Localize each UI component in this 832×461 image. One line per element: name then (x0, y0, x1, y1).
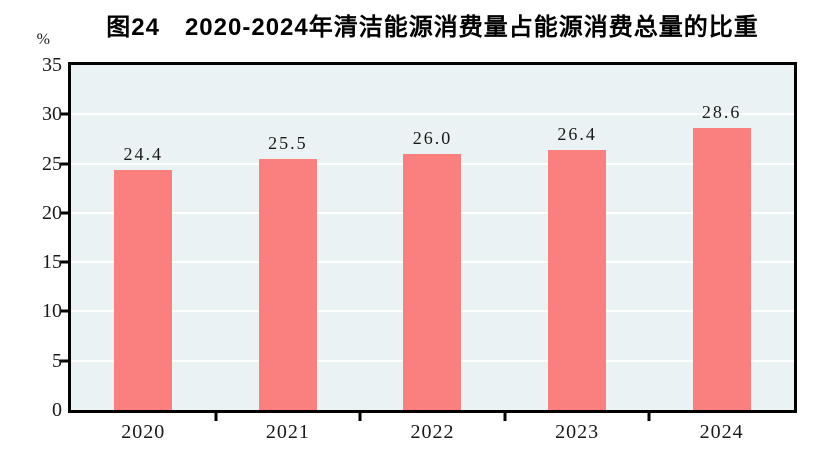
y-axis: 0 5 10 15 20 25 30 35 (0, 55, 68, 420)
bar-slot-2024: 28.6 (649, 65, 794, 410)
y-axis-tick-10 (60, 309, 68, 313)
x-axis-label-2023: 2023 (555, 421, 600, 443)
y-axis-tick-20 (60, 211, 68, 215)
bar-slot-2023: 26.4 (505, 65, 650, 410)
bar-2024 (692, 128, 751, 410)
y-axis-tick-label-10: 10 (42, 300, 62, 323)
chart-title: 图24 2020-2024年清洁能源消费量占能源消费总量的比重 (106, 14, 759, 41)
x-axis-tick-1 (214, 413, 218, 421)
bar-value-label-2020: 24.4 (123, 143, 164, 164)
x-axis-label-2022: 2022 (410, 421, 455, 443)
y-axis-tick-label-5: 5 (52, 349, 62, 372)
gridline-30 (71, 113, 794, 116)
y-axis-tick-label-20: 20 (42, 201, 62, 224)
y-axis-tick-label-30: 30 (42, 103, 62, 126)
bar-2020 (114, 169, 173, 410)
x-axis-label-2020: 2020 (121, 421, 166, 443)
x-axis-tick-3 (503, 413, 507, 421)
y-axis-tick-5 (60, 359, 68, 363)
y-axis-tick-label-35: 35 (42, 54, 62, 76)
bar-2022 (403, 153, 462, 410)
bar-slot-2022: 26.0 (360, 65, 505, 410)
y-axis-unit-label: % (36, 31, 50, 48)
bar-slot-2020: 24.4 (71, 65, 216, 410)
y-axis-tick-30 (60, 112, 68, 116)
x-axis-tick-2 (358, 413, 362, 421)
x-axis-label-2021: 2021 (265, 421, 310, 443)
y-axis-tick-label-25: 25 (42, 152, 62, 175)
y-axis-tick-label-15: 15 (42, 251, 62, 274)
x-axis (71, 413, 794, 422)
y-axis-tick-label-0: 0 (52, 399, 62, 421)
bar-value-label-2022: 26.0 (412, 127, 453, 148)
plot-area: 24.4 25.5 26.0 26.4 28.6 (68, 62, 797, 413)
x-axis-labels: 2020 2021 2022 2023 2024 (71, 421, 794, 444)
bar-2021 (258, 158, 317, 410)
y-axis-tick-15 (60, 260, 68, 264)
y-axis-tick-25 (60, 162, 68, 166)
bar-slot-2021: 25.5 (216, 65, 361, 410)
bar-value-label-2024: 28.6 (701, 102, 742, 123)
x-axis-label-2024: 2024 (699, 421, 744, 443)
bar-2023 (548, 149, 607, 410)
x-axis-tick-4 (647, 413, 651, 421)
bar-value-label-2021: 25.5 (268, 132, 308, 153)
plot-panel: 24.4 25.5 26.0 26.4 28.6 (71, 65, 794, 410)
bar-value-label-2023: 26.4 (557, 123, 597, 144)
